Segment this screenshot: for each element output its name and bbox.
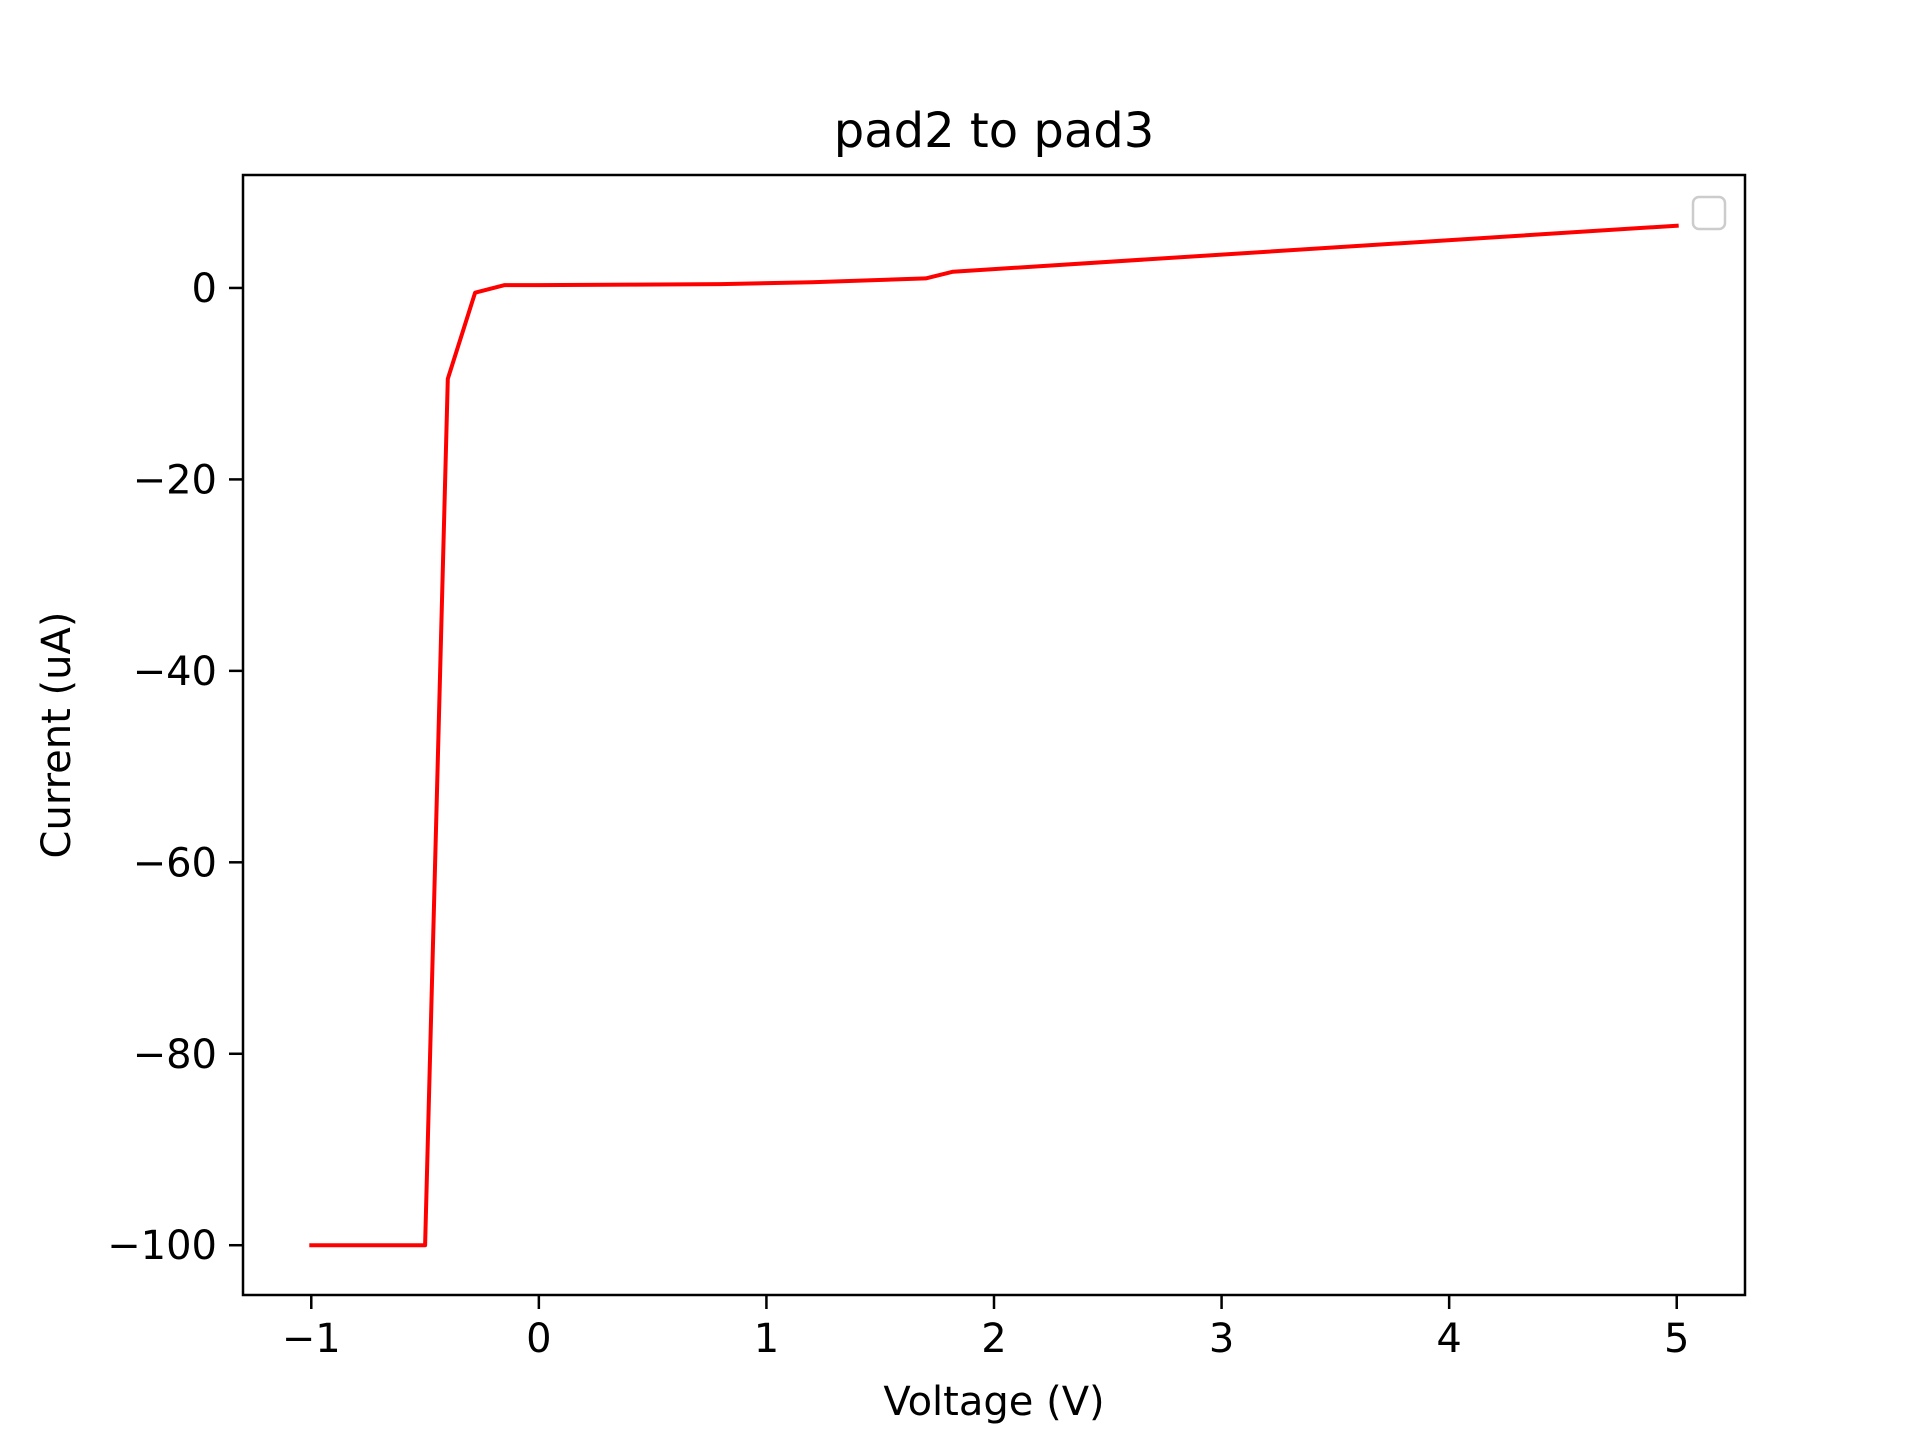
y-axis: 0 −20 −40 −60 −80 −100 (107, 266, 243, 1269)
x-tick-label: 0 (526, 1316, 551, 1362)
y-axis-label: Current (uA) (34, 612, 80, 859)
chart-title: pad2 to pad3 (834, 103, 1154, 159)
y-tick-label: −100 (107, 1223, 217, 1269)
x-tick-label: 3 (1209, 1316, 1234, 1362)
x-tick-label: 2 (981, 1316, 1006, 1362)
x-tick-label: 4 (1436, 1316, 1461, 1362)
x-tick-label: 1 (754, 1316, 779, 1362)
y-tick-label: 0 (192, 266, 217, 312)
series-line-0 (309, 223, 1679, 1248)
y-tick-label: −80 (133, 1032, 217, 1078)
y-tick-label: −60 (133, 840, 217, 886)
x-axis-label: Voltage (V) (883, 1379, 1104, 1425)
y-tick-label: −20 (133, 457, 217, 503)
x-tick-label: 5 (1664, 1316, 1689, 1362)
legend-box (1691, 195, 1727, 231)
x-axis: −1 0 1 2 3 4 5 (282, 1295, 1689, 1362)
plot-area (309, 223, 1679, 1248)
y-tick-label: −40 (133, 649, 217, 695)
x-tick-label: −1 (282, 1316, 341, 1362)
